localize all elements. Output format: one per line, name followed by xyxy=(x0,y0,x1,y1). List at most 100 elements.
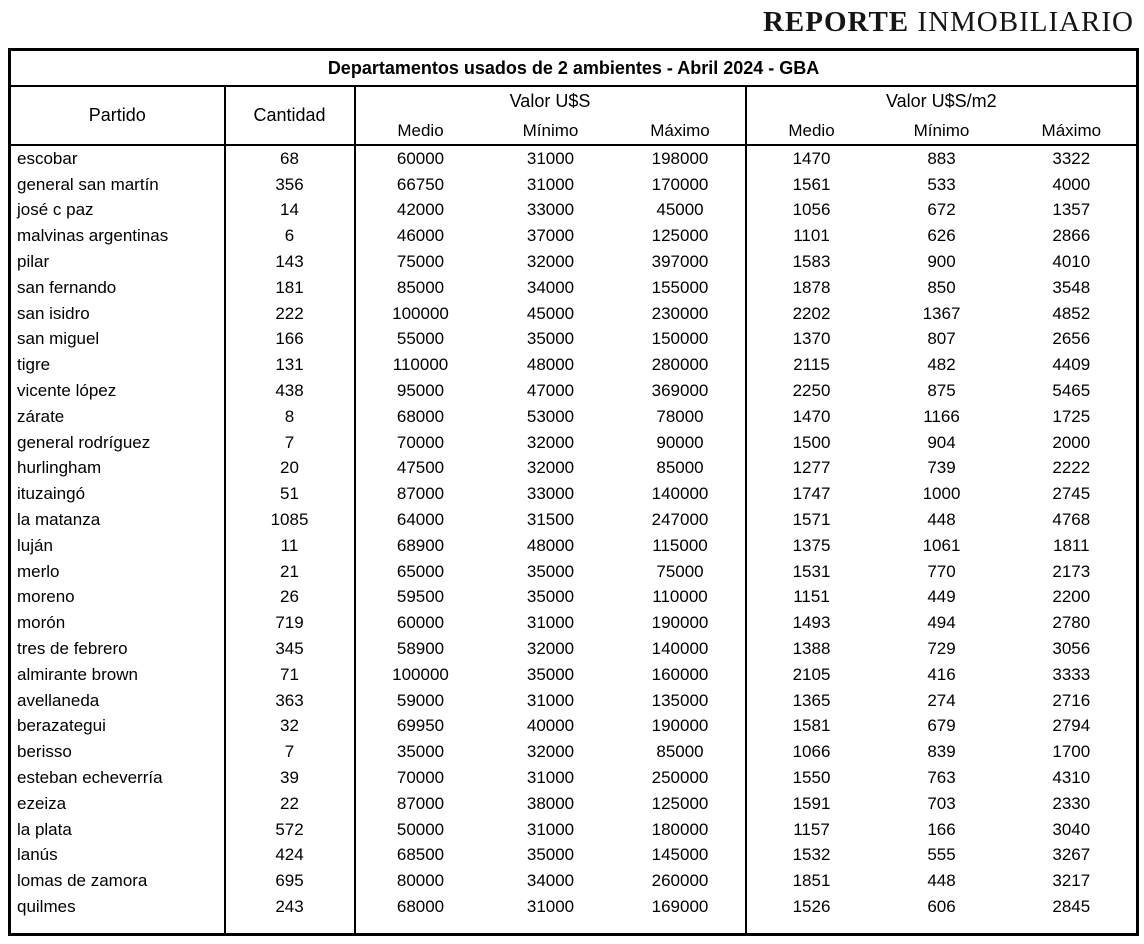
cell-cantidad: 719 xyxy=(223,610,355,637)
cell-partido: hurlingham xyxy=(17,458,102,478)
cell-m2-medio: 1151 xyxy=(744,584,877,611)
cell-cantidad: 6 xyxy=(223,223,355,250)
cell-m2-minimo: 448 xyxy=(927,510,956,530)
cell-usd-medio: 60000 xyxy=(353,145,486,172)
cell-usd-minimo: 47000 xyxy=(526,381,575,401)
cell-m2-medio: 2250 xyxy=(744,378,877,404)
cell-m2-maximo: 3333 xyxy=(1052,664,1091,684)
cell-usd-maximo: 198000 xyxy=(651,148,709,168)
cell-usd-medio: 35000 xyxy=(353,739,486,766)
spacer-cell xyxy=(616,920,746,935)
cell-cantidad: 222 xyxy=(223,300,355,327)
table-row: lomas de zamora 695 80000 34000 260000 1851 44… xyxy=(10,868,1138,895)
cell-usd-minimo: 35000 xyxy=(526,561,575,581)
cell-cantidad: 32 xyxy=(223,713,355,740)
table-row: ituzaingó 51 87000 33000 140000 1747 1000 2745 xyxy=(10,481,1138,508)
cell-cantidad: 572 xyxy=(223,816,355,843)
spacer-row xyxy=(10,919,1138,935)
cell-m2-medio: 2202 xyxy=(744,300,877,327)
column-header-usd-medio: Medio xyxy=(353,115,486,146)
cell-usd-minimo: 32000 xyxy=(526,639,575,659)
table-body: escobar 68 60000 31000 198000 1470 883 3322 gene… xyxy=(10,145,1138,935)
cell-usd-maximo: 75000 xyxy=(656,561,704,581)
cell-usd-maximo: 125000 xyxy=(651,793,709,813)
cell-usd-maximo: 250000 xyxy=(651,768,709,788)
cell-m2-medio: 1526 xyxy=(744,894,877,920)
cell-usd-medio: 70000 xyxy=(353,765,486,791)
cell-m2-maximo: 1811 xyxy=(1053,535,1090,555)
cell-cantidad: 21 xyxy=(223,558,355,585)
cell-usd-minimo: 35000 xyxy=(526,329,575,349)
cell-partido: moreno xyxy=(17,587,75,607)
cell-m2-minimo: 606 xyxy=(927,897,956,916)
table-row: malvinas argentinas 6 46000 37000 125000 1101… xyxy=(10,223,1138,250)
cell-partido: vicente lópez xyxy=(17,381,117,401)
cell-usd-maximo: 155000 xyxy=(651,277,709,297)
cell-m2-medio: 2105 xyxy=(744,661,877,688)
cell-usd-maximo: 45000 xyxy=(656,200,704,220)
cell-partido: esteban echeverría xyxy=(17,768,163,788)
cell-usd-medio: 80000 xyxy=(353,868,486,895)
cell-usd-medio: 75000 xyxy=(353,249,486,275)
cell-usd-medio: 69950 xyxy=(353,713,486,740)
cell-m2-maximo: 1357 xyxy=(1052,200,1091,220)
cell-usd-minimo: 31000 xyxy=(526,613,575,633)
cell-cantidad: 695 xyxy=(223,868,355,895)
cell-m2-medio: 1532 xyxy=(744,842,877,869)
table-row: general san martín 356 66750 31000 170000 156… xyxy=(10,171,1138,198)
cell-usd-maximo: 135000 xyxy=(651,690,709,710)
cell-usd-maximo: 260000 xyxy=(651,871,709,891)
cell-usd-maximo: 190000 xyxy=(651,716,709,736)
cell-cantidad: 143 xyxy=(223,249,355,275)
table-row: la plata 572 50000 31000 180000 1157 166 3040 xyxy=(10,816,1138,843)
cell-usd-medio: 70000 xyxy=(353,429,486,456)
cell-m2-minimo: 166 xyxy=(927,819,956,839)
cell-usd-minimo: 45000 xyxy=(526,303,575,323)
table-row: tigre 131 110000 48000 280000 2115 482 4409 xyxy=(10,352,1138,379)
cell-usd-minimo: 31000 xyxy=(526,690,575,710)
column-header-partido: Partido xyxy=(9,86,225,146)
cell-usd-minimo: 31000 xyxy=(526,819,575,839)
cell-usd-medio: 87000 xyxy=(353,790,486,817)
cell-usd-maximo: 115000 xyxy=(652,535,708,555)
cell-usd-minimo: 35000 xyxy=(526,664,575,684)
cell-partido: escobar xyxy=(17,148,78,168)
cell-partido: ituzaingó xyxy=(17,484,86,504)
cell-usd-medio: 66750 xyxy=(353,171,486,198)
spacer-cell xyxy=(10,920,225,935)
cell-m2-medio: 1101 xyxy=(744,223,877,250)
sub-header-row: Medio Mínimo Máximo Medio Mínimo Máximo xyxy=(10,115,1138,146)
cell-partido: berisso xyxy=(17,742,72,762)
cell-m2-maximo: 2716 xyxy=(1052,690,1091,710)
cell-usd-maximo: 169000 xyxy=(651,897,709,916)
cell-m2-minimo: 416 xyxy=(927,664,956,684)
cell-usd-maximo: 230000 xyxy=(651,303,709,323)
cell-usd-minimo: 48000 xyxy=(526,355,575,375)
cell-usd-maximo: 160000 xyxy=(651,664,709,684)
cell-m2-maximo: 2780 xyxy=(1052,613,1091,633)
cell-usd-maximo: 190000 xyxy=(651,613,709,633)
cell-m2-minimo: 482 xyxy=(927,355,956,375)
cell-usd-minimo: 40000 xyxy=(526,716,575,736)
table-row: san fernando 181 85000 34000 155000 1878 850 35… xyxy=(10,274,1138,301)
cell-usd-minimo: 32000 xyxy=(526,432,575,452)
cell-m2-minimo: 679 xyxy=(927,716,956,736)
table-row: san isidro 222 100000 45000 230000 2202 1367 48… xyxy=(10,300,1138,327)
cell-usd-medio: 95000 xyxy=(353,378,486,404)
cell-usd-minimo: 31000 xyxy=(526,148,575,168)
cell-usd-maximo: 145000 xyxy=(651,845,709,865)
cell-cantidad: 26 xyxy=(223,584,355,611)
cell-cantidad: 51 xyxy=(223,481,355,508)
cell-partido: avellaneda xyxy=(17,690,100,710)
cell-partido: josé c paz xyxy=(17,200,94,220)
cell-usd-minimo: 53000 xyxy=(526,406,575,426)
cell-m2-minimo: 703 xyxy=(927,793,956,813)
table-row: general rodríguez 7 70000 32000 90000 1500 904… xyxy=(10,429,1138,456)
cell-usd-maximo: 369000 xyxy=(651,381,709,401)
cell-cantidad: 68 xyxy=(223,145,355,172)
table-title: Departamentos usados de 2 ambientes - Ab… xyxy=(9,49,1138,87)
cell-m2-medio: 1470 xyxy=(744,145,877,172)
cell-usd-medio: 65000 xyxy=(353,558,486,585)
cell-m2-maximo: 2222 xyxy=(1052,458,1091,478)
